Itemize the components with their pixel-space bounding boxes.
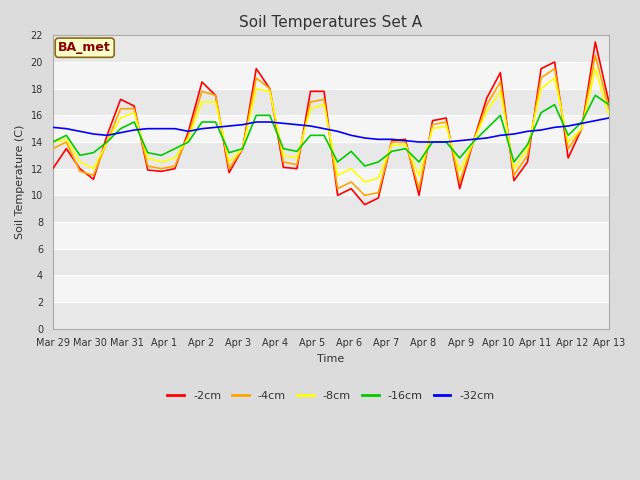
Bar [52,36,609,62]
Bar [52,195,609,222]
Bar [52,276,609,302]
Y-axis label: Soil Temperature (C): Soil Temperature (C) [15,125,25,239]
Bar [52,142,609,168]
Bar [52,62,609,89]
Text: BA_met: BA_met [58,41,111,54]
Bar [52,249,609,276]
Bar [52,302,609,329]
Legend: -2cm, -4cm, -8cm, -16cm, -32cm: -2cm, -4cm, -8cm, -16cm, -32cm [163,386,499,405]
Title: Soil Temperatures Set A: Soil Temperatures Set A [239,15,422,30]
Bar [52,89,609,115]
X-axis label: Time: Time [317,354,344,364]
Bar [52,168,609,195]
Bar [52,115,609,142]
Bar [52,222,609,249]
